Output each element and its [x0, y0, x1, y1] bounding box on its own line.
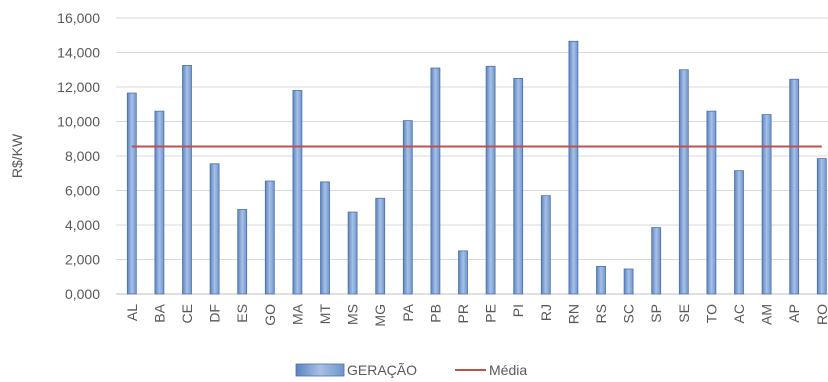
x-tick-label: SC [621, 304, 637, 323]
y-tick-label: 12,000 [57, 79, 100, 95]
bar-mt [320, 181, 330, 295]
bar-rn [568, 40, 579, 295]
bar-pi [513, 77, 524, 295]
legend-swatch-geracao [295, 363, 345, 377]
bar-es [237, 209, 248, 295]
x-tick-label: PB [427, 304, 443, 323]
x-tick-label: RN [565, 304, 581, 324]
x-tick-label: TO [703, 304, 719, 323]
bar-ce [182, 65, 192, 295]
bar-ro [816, 158, 827, 295]
x-tick-label: SE [676, 304, 692, 323]
x-tick-label: MT [317, 304, 333, 325]
y-tick-label: 8,000 [65, 148, 100, 164]
x-tick-label: AL [124, 304, 140, 321]
x-tick-label: RS [593, 304, 609, 323]
y-tick-label: 16,000 [57, 10, 100, 26]
bar-sp [651, 227, 662, 295]
x-tick-label: GO [262, 304, 278, 326]
legend-label-media: Média [489, 362, 527, 378]
bar-ap [789, 78, 800, 295]
bars [126, 40, 827, 295]
x-tick-label: PE [483, 304, 499, 323]
bar-pb [430, 67, 441, 295]
x-tick-label: PI [510, 304, 526, 317]
x-tick-label: RO [814, 304, 828, 325]
y-tick-label: 10,000 [57, 114, 100, 130]
x-tick-label: AP [786, 304, 802, 323]
y-axis-ticks: 0,000 2,000 4,000 6,000 8,000 10,000 12,000 14,… [57, 10, 100, 302]
bar-pa [402, 120, 413, 295]
x-tick-label: BA [151, 303, 167, 322]
bar-ms [347, 211, 358, 295]
bar-pe [485, 65, 496, 295]
bar-ac [734, 170, 744, 295]
x-tick-label: PA [400, 303, 416, 321]
bar-ma [292, 90, 303, 295]
bar-sc [623, 268, 634, 295]
bar-al [126, 92, 137, 295]
bar-rj [540, 195, 551, 295]
bar-mg [375, 197, 386, 295]
y-axis-label: R$/KW [9, 133, 25, 178]
x-tick-label: PR [455, 304, 471, 323]
x-tick-label: DF [207, 304, 223, 323]
legend-label-geracao: GERAÇÃO [347, 362, 417, 378]
bar-am [761, 114, 772, 295]
y-tick-label: 14,000 [57, 45, 100, 61]
bar-ba [154, 110, 165, 295]
gridlines [116, 17, 828, 295]
bar-df [209, 163, 220, 295]
x-tick-label: MS [345, 304, 361, 325]
bar-se [678, 69, 689, 295]
x-tick-label: CE [179, 304, 195, 323]
x-tick-label: ES [234, 304, 250, 323]
x-tick-label: MG [372, 304, 388, 327]
x-tick-label: SP [648, 304, 664, 323]
bar-pr [458, 250, 468, 295]
y-tick-label: 0,000 [65, 286, 100, 302]
y-tick-label: 4,000 [65, 217, 100, 233]
x-axis-categories: AL BA CE DF ES GO MA MT MS MG PA PB PR PE PI RJ RN RS SC SP… [124, 303, 828, 326]
x-tick-label: RJ [538, 304, 554, 321]
legend: GERAÇÃO Média [295, 362, 527, 378]
bar-to [706, 110, 717, 295]
x-tick-label: AM [759, 304, 775, 325]
x-tick-label: AC [731, 304, 747, 323]
y-tick-label: 2,000 [65, 252, 100, 268]
y-tick-label: 6,000 [65, 183, 100, 199]
bar-rs [596, 265, 606, 295]
x-tick-label: MA [289, 303, 305, 325]
bar-go [264, 180, 275, 295]
